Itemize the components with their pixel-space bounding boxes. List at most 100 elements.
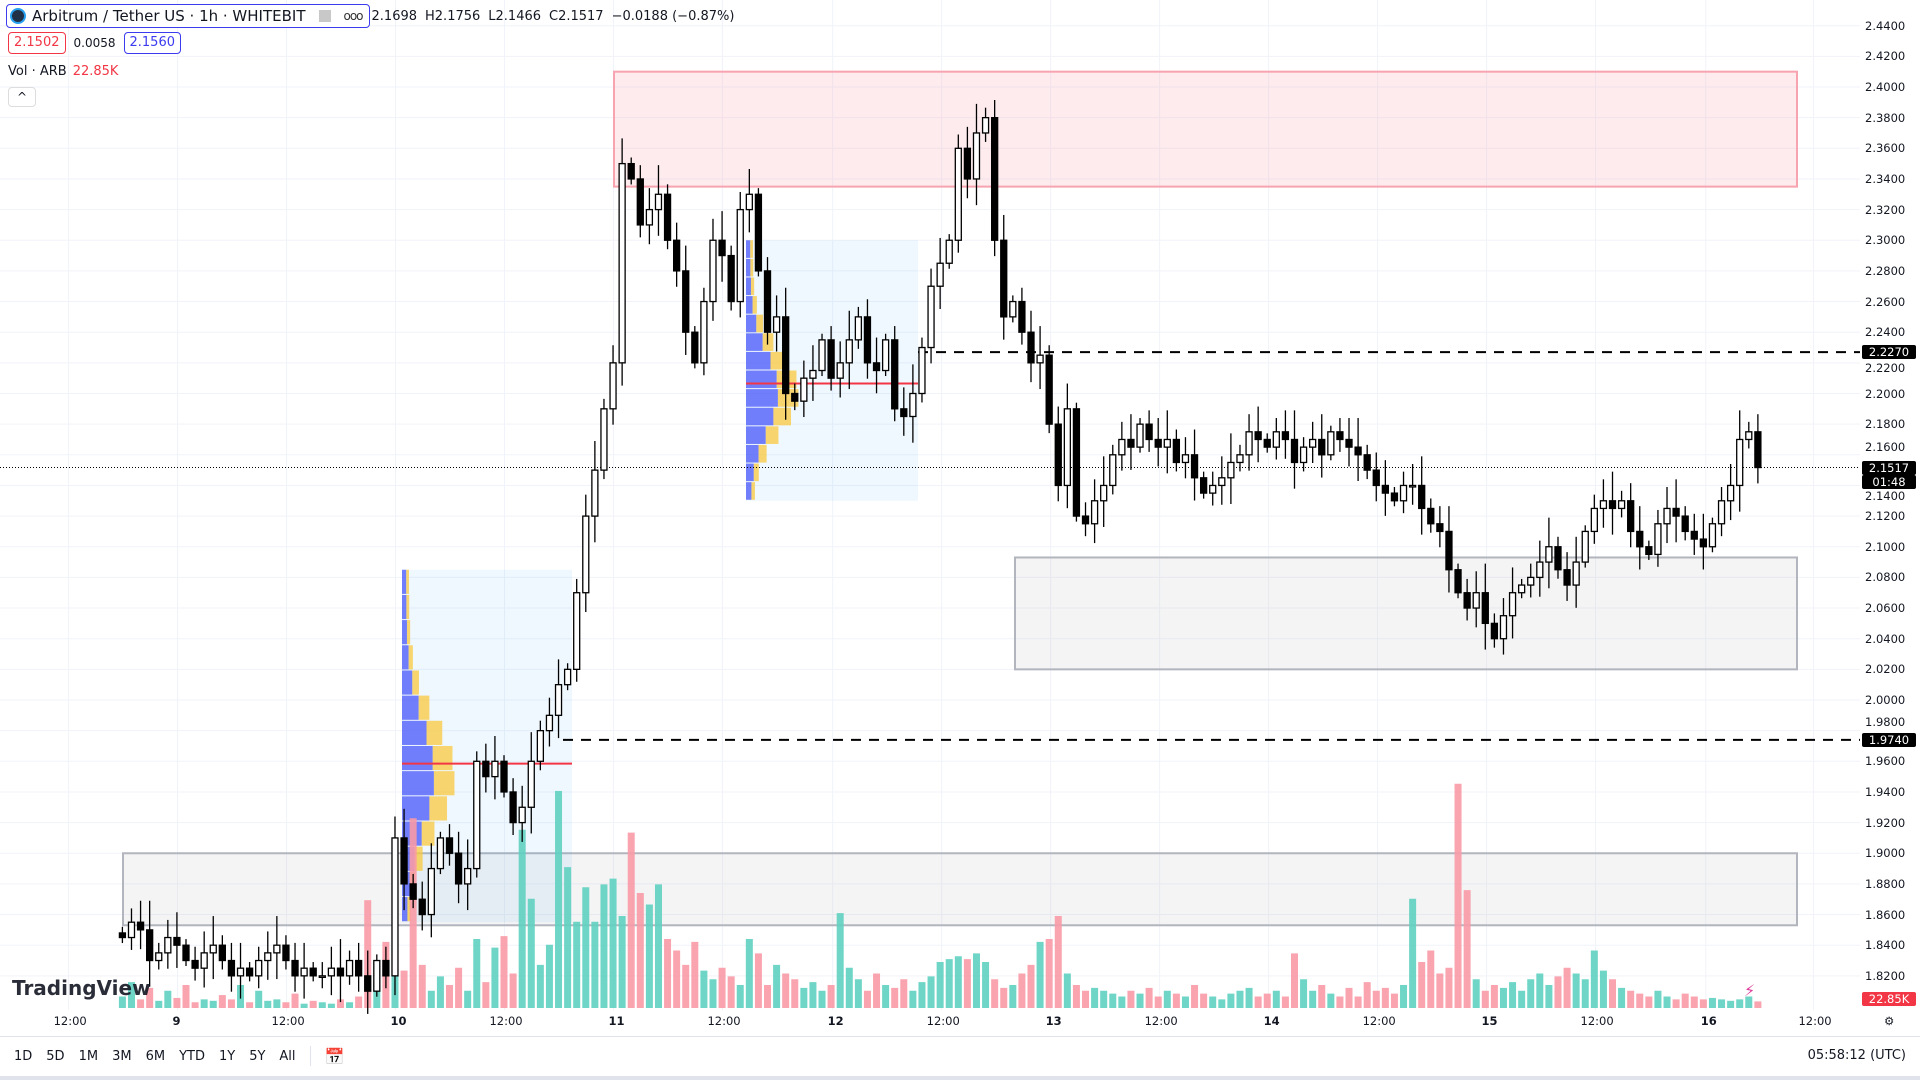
- time-tick: 12:00: [1798, 1014, 1832, 1028]
- chart-settings-icon[interactable]: ⚙: [1884, 1014, 1895, 1028]
- volume-profile-bar-down: [406, 569, 409, 594]
- range-6m[interactable]: 6M: [145, 1048, 166, 1064]
- candle-bear: [354, 959, 363, 977]
- time-tick: 15: [1481, 1014, 1498, 1028]
- candle-bull: [1599, 500, 1608, 510]
- volume-bar: [1445, 967, 1453, 1008]
- candle-bull: [1499, 615, 1508, 640]
- bid-ask-row: 2.1502 0.0058 2.1560: [8, 32, 181, 54]
- volume-bar: [573, 921, 581, 1008]
- volume-bar: [991, 979, 999, 1008]
- flag-icon[interactable]: [319, 10, 332, 22]
- candle-bear: [1281, 431, 1290, 441]
- price-tick: 2.3600: [1865, 141, 1906, 156]
- candle-bull: [945, 239, 953, 264]
- candle-bull: [573, 592, 581, 670]
- candle-bear: [1254, 431, 1262, 441]
- range-1y[interactable]: 1Y: [218, 1048, 236, 1064]
- candle-bear: [627, 162, 635, 180]
- range-3m[interactable]: 3M: [112, 1048, 132, 1064]
- candle-bear: [1427, 507, 1435, 525]
- volume-profile-bar-down: [758, 444, 767, 463]
- candle-bull: [1536, 561, 1544, 579]
- candle-bear: [1672, 507, 1680, 517]
- more-icon[interactable]: ooo: [343, 9, 363, 23]
- volume-bar: [736, 985, 744, 1008]
- volume-bar: [1218, 999, 1226, 1008]
- volume-profile-bar-down: [407, 897, 411, 922]
- candle-bull: [609, 362, 617, 410]
- price-tick: 2.4000: [1865, 80, 1906, 94]
- volume-bar: [1708, 997, 1716, 1008]
- volume-profile-bar-down: [418, 695, 430, 720]
- volume-bar: [491, 947, 499, 1008]
- volume-bar: [900, 979, 908, 1008]
- price-tick: 2.1000: [1865, 539, 1906, 554]
- candle-bull: [836, 362, 844, 379]
- volume-bar: [1027, 964, 1035, 1008]
- candle-bull: [1209, 484, 1217, 494]
- candle-bull: [209, 944, 217, 954]
- candle-bull: [1118, 438, 1126, 456]
- range-all[interactable]: All: [279, 1048, 296, 1064]
- volume-bar: [527, 898, 535, 1008]
- range-5y[interactable]: 5Y: [249, 1048, 266, 1064]
- volume-bar: [682, 964, 690, 1008]
- bottom-border: [0, 1076, 1920, 1080]
- price-tick: 2.0800: [1865, 570, 1906, 585]
- volume-bar: [1581, 979, 1589, 1008]
- collapse-legend-button[interactable]: ^: [8, 87, 36, 107]
- volume-bar: [291, 993, 299, 1008]
- candle-bear: [1190, 454, 1199, 479]
- volume-bar: [482, 982, 490, 1008]
- volume-bar: [891, 987, 899, 1008]
- volume-profile-bar-up: [746, 426, 766, 444]
- candle-bear: [963, 147, 972, 180]
- calendar-goto-icon[interactable]: 📅: [324, 1046, 345, 1066]
- candle-bear: [291, 959, 299, 977]
- candle-bear: [872, 362, 881, 372]
- candle-bull: [1100, 484, 1108, 502]
- volume-bar: [1727, 1000, 1735, 1008]
- time-tick: 12:00: [271, 1014, 305, 1028]
- low-value: L2.1466: [488, 8, 542, 24]
- time-tick: 11: [608, 1014, 625, 1028]
- price-tick: 1.9600: [1865, 754, 1906, 769]
- range-1m[interactable]: 1M: [78, 1048, 99, 1064]
- volume-bar: [954, 956, 962, 1008]
- candle-bull: [1581, 530, 1589, 563]
- candle-bear: [1636, 530, 1644, 548]
- volume-bar: [1736, 999, 1744, 1008]
- price-tick: 2.1400: [1865, 489, 1906, 504]
- volume-bar: [845, 967, 853, 1008]
- price-tick: 2.2600: [1865, 294, 1906, 309]
- candle-bull: [273, 944, 281, 954]
- volume-bar: [1181, 996, 1189, 1008]
- range-1d[interactable]: 1D: [14, 1048, 33, 1064]
- utc-clock[interactable]: 05:58:12 (UTC): [1807, 1048, 1906, 1063]
- candle-bear: [1390, 492, 1399, 502]
- volume-profile-bar-up: [402, 645, 409, 670]
- volume-bar: [918, 982, 926, 1008]
- sell-price-button[interactable]: 2.1502: [8, 32, 66, 54]
- candle-bear: [1699, 538, 1708, 548]
- price-tick: 1.8600: [1865, 907, 1906, 922]
- price-tick: 1.8800: [1865, 876, 1906, 891]
- volume-bar: [1300, 979, 1308, 1008]
- volume-profile-bar-down: [408, 645, 413, 670]
- volume-bar: [555, 790, 563, 1008]
- range-5d[interactable]: 5D: [46, 1048, 65, 1064]
- volume-bar: [455, 967, 463, 1008]
- volume-bar: [1390, 993, 1398, 1008]
- candle-bull: [918, 346, 926, 395]
- change-value: −0.0188 (−0.87%): [611, 8, 735, 24]
- volume-bar: [909, 990, 917, 1008]
- volume-bar: [1654, 990, 1662, 1008]
- buy-price-button[interactable]: 2.1560: [123, 32, 181, 54]
- range-ytd[interactable]: YTD: [179, 1048, 205, 1064]
- candle-bear: [400, 837, 408, 885]
- candle-bear: [900, 408, 908, 418]
- volume-bar: [400, 970, 408, 1008]
- symbol-title-box[interactable]: Arbitrum / Tether US · 1h · WHITEBIT ooo: [6, 4, 370, 28]
- price-chart[interactable]: [0, 0, 1920, 1036]
